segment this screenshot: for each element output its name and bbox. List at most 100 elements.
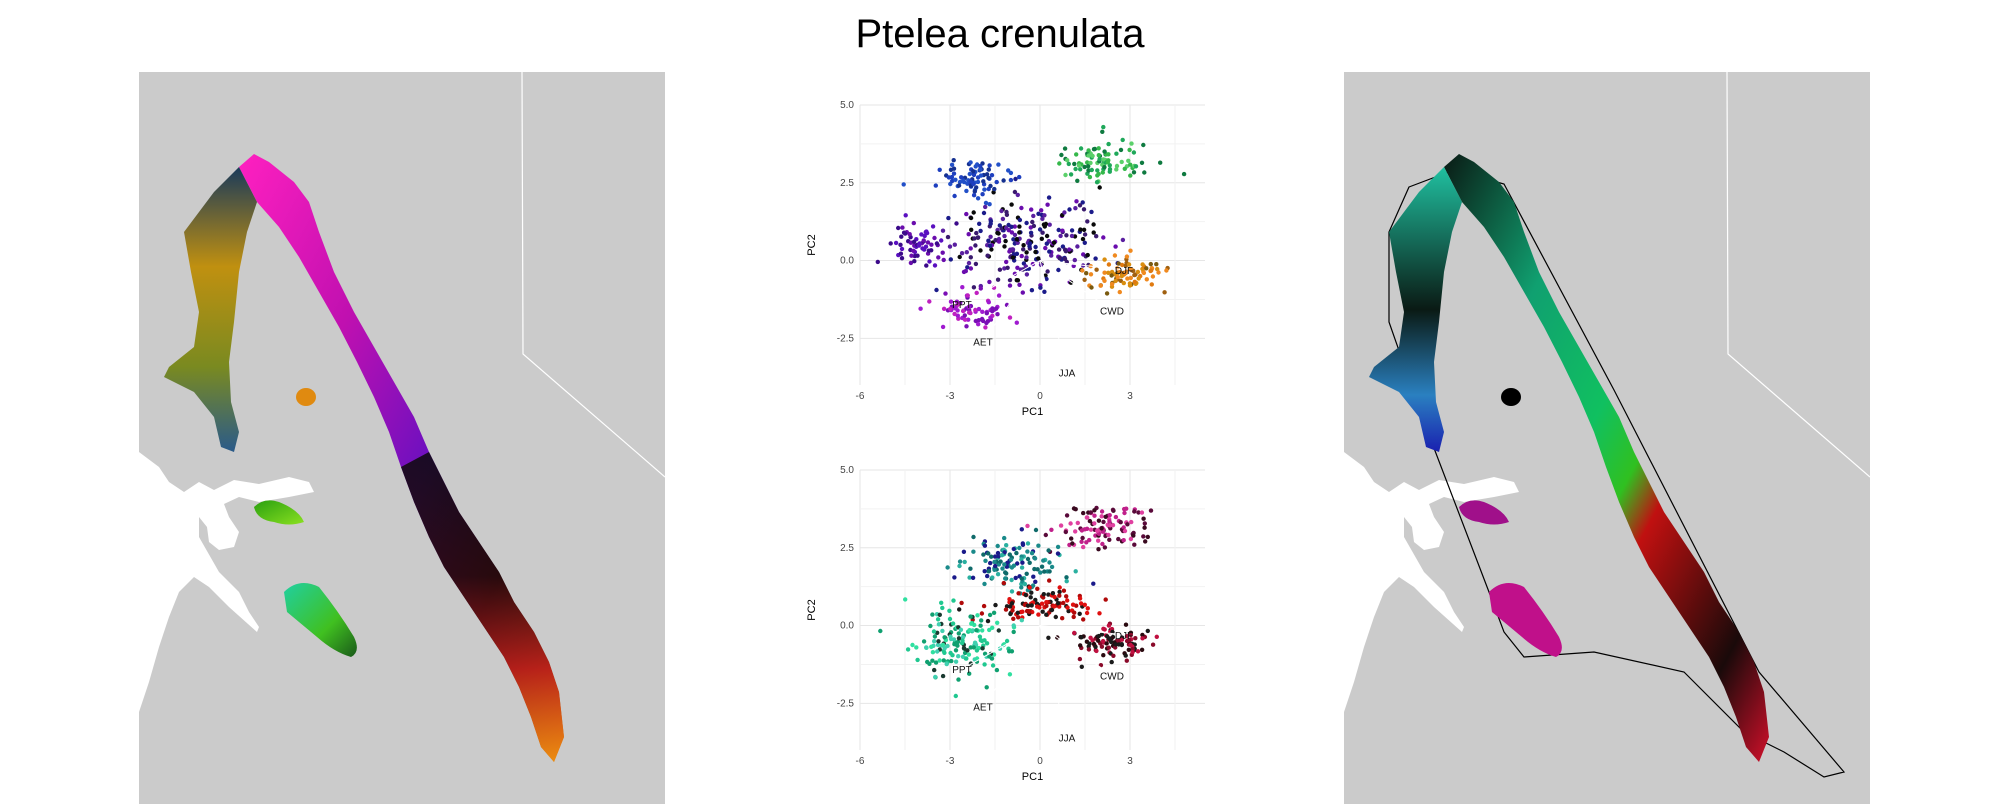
scatter-point [1009, 202, 1014, 207]
scatter-point [1011, 252, 1017, 257]
scatter-point [1047, 569, 1052, 574]
scatter-point [1057, 256, 1062, 261]
scatter-point [953, 648, 959, 653]
scatter-point [875, 259, 880, 265]
y-tick-label: -2.5 [837, 698, 855, 709]
scatter-point [1027, 585, 1032, 590]
scatter-point [1065, 598, 1070, 603]
scatter-point [1079, 664, 1084, 669]
scatter-point [932, 667, 937, 673]
scatter-point [975, 179, 981, 185]
scatter-point [968, 246, 973, 251]
scatter-point [1032, 556, 1038, 561]
scatter-point [1113, 514, 1119, 520]
scatter-point [1037, 227, 1043, 232]
scatter-point [1025, 556, 1031, 562]
scatter-point [1088, 510, 1093, 515]
y-axis-title: PC2 [806, 234, 818, 255]
scatter-point [1078, 601, 1084, 606]
scatter-point [1128, 248, 1133, 253]
scatter-point [1012, 224, 1017, 229]
scatter-point [1118, 147, 1124, 153]
scatter-point [1074, 199, 1079, 204]
scatter-point [1109, 639, 1114, 645]
scatter-point [1007, 604, 1013, 609]
scatter-point [962, 317, 968, 322]
scatter-point [1096, 518, 1102, 523]
scatter-point [1041, 222, 1047, 227]
scatter-point [1015, 561, 1020, 566]
scatter-point [979, 618, 984, 623]
scatter-point [1051, 240, 1057, 245]
scatter-point [987, 279, 992, 285]
scatter-point [1124, 506, 1129, 511]
scatter-point [1104, 641, 1109, 646]
scatter-point [972, 236, 977, 241]
scatter-point [1096, 633, 1101, 639]
scatter-point [930, 224, 936, 229]
scatter-point [1009, 601, 1015, 606]
state-border-line [1726, 72, 1870, 478]
scatter-point [1141, 516, 1146, 521]
scatter-point [927, 259, 932, 264]
scatter-point [1015, 265, 1020, 270]
scatter-point [1011, 546, 1016, 552]
scatter-point [1100, 541, 1105, 547]
scatter-point [924, 229, 929, 234]
scatter-point [994, 179, 999, 185]
scatter-point [1027, 560, 1032, 565]
scatter-point [1133, 164, 1139, 169]
scatter-point [984, 320, 989, 326]
scatter-point [1057, 589, 1062, 595]
scatter-point [900, 225, 905, 230]
scatter-point [1045, 202, 1050, 207]
scatter-point [972, 189, 977, 194]
scatter-point [1121, 280, 1126, 286]
scatter-point [1089, 285, 1094, 290]
scatter-point [982, 187, 987, 192]
scatter-point [1084, 271, 1089, 276]
scatter-point [1057, 593, 1062, 598]
state-border-line [521, 72, 665, 478]
range-patch-magenta-2 [1489, 583, 1562, 657]
scatter-point [997, 267, 1003, 272]
scatter-point [1008, 177, 1014, 183]
range-patch-small [296, 388, 316, 406]
scatter-point [1096, 538, 1101, 543]
scatter-point [1062, 210, 1067, 215]
loading-label: DJF [1115, 631, 1133, 642]
scatter-point [1071, 506, 1077, 511]
scatter-point [1099, 514, 1104, 519]
scatter-point [969, 227, 974, 232]
scatter-point [1025, 603, 1031, 608]
scatter-point [915, 657, 920, 663]
scatter-point [945, 234, 951, 240]
scatter-point [956, 654, 961, 659]
scatter-point [921, 238, 926, 243]
scatter-point [1144, 277, 1149, 282]
scatter-point [1065, 158, 1070, 163]
scatter-point [1114, 167, 1119, 172]
scatter-point [1056, 227, 1061, 233]
loading-vector [1039, 625, 1068, 738]
scatter-point [1124, 634, 1130, 639]
scatter-point [984, 311, 989, 316]
range-polygon-main [1444, 154, 1769, 762]
scatter-point [943, 291, 948, 296]
scatter-point [1077, 656, 1083, 662]
scatter-point [1002, 562, 1007, 567]
scatter-point [1039, 208, 1044, 213]
loading-vector [961, 260, 1041, 305]
scatter-point [1047, 578, 1052, 583]
scatter-point [1059, 152, 1064, 158]
scatter-point [977, 634, 983, 639]
scatter-point [1091, 581, 1096, 586]
scatter-point [993, 306, 999, 311]
scatter-point [1081, 544, 1086, 550]
scatter-point [951, 158, 956, 163]
scatter-point [1156, 270, 1161, 275]
scatter-point [899, 234, 904, 239]
scatter-point [1035, 567, 1040, 572]
scatter-point [1081, 617, 1086, 622]
scatter-point [948, 306, 953, 312]
